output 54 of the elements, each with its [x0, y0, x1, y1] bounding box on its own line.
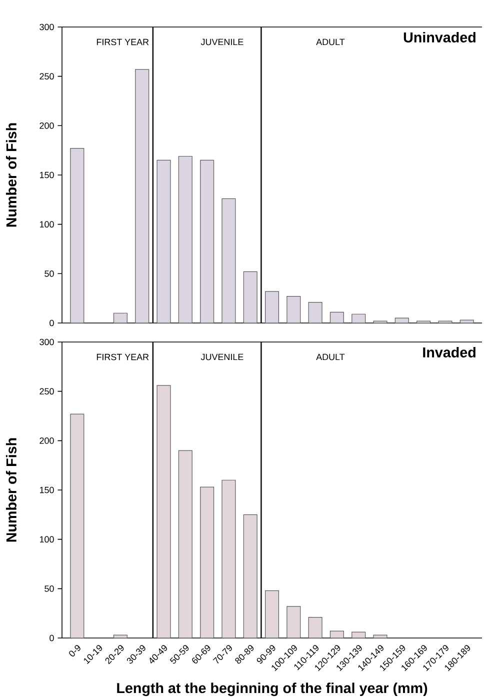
- bar: [200, 160, 214, 324]
- bar: [243, 514, 258, 638]
- chart-title: Invaded: [423, 346, 476, 358]
- bar: [135, 69, 150, 324]
- bar: [394, 318, 409, 324]
- bar: [286, 606, 301, 638]
- y-tick-label: 300: [40, 338, 54, 346]
- y-tick-label: 100: [40, 536, 54, 543]
- y-axis-title: Number of Fish: [6, 123, 16, 227]
- y-tick-label: 50: [44, 270, 54, 277]
- bar: [460, 320, 474, 324]
- bar: [70, 148, 84, 324]
- y-tick-label: 250: [40, 388, 54, 395]
- y-tick-label: 300: [40, 24, 54, 30]
- y-axis-title: Number of Fish: [6, 438, 16, 542]
- bar: [178, 156, 192, 324]
- y-tick-label: 0: [50, 320, 54, 326]
- annotation: ADULT: [316, 354, 345, 360]
- bar: [222, 198, 236, 324]
- bar: [264, 291, 280, 324]
- annotation: FIRST YEAR: [96, 354, 149, 360]
- x-axis-title: Length at the beginning of the final year (mm): [117, 682, 428, 696]
- bar: [352, 314, 366, 324]
- y-tick-label: 150: [40, 172, 54, 178]
- bar: [308, 616, 322, 638]
- bar: [200, 486, 214, 638]
- bar: [308, 302, 322, 324]
- bar: [113, 312, 128, 324]
- annotation: JUVENILE: [200, 38, 244, 46]
- y-tick-label: 150: [40, 486, 54, 494]
- bar: [156, 385, 171, 638]
- annotation: FIRST YEAR: [96, 38, 149, 46]
- bar: [330, 312, 344, 324]
- y-tick-label: 100: [40, 221, 54, 228]
- bar: [70, 414, 84, 638]
- bar: [264, 590, 280, 638]
- y-tick-label: 50: [44, 585, 54, 592]
- bar: [352, 632, 366, 638]
- bar: [222, 480, 236, 638]
- bar: [286, 296, 301, 324]
- bar: [243, 271, 258, 324]
- y-tick-label: 200: [40, 437, 54, 444]
- x-tick-label: 0-9: [69, 645, 80, 656]
- bar: [178, 450, 192, 638]
- bar: [113, 634, 128, 638]
- y-tick-label: 200: [40, 122, 54, 129]
- y-tick-label: 0: [50, 634, 54, 642]
- annotation: JUVENILE: [200, 354, 244, 360]
- bar: [330, 630, 344, 638]
- chart-title: Uninvaded: [404, 32, 476, 42]
- annotation: ADULT: [316, 38, 345, 46]
- y-tick-label: 250: [40, 73, 54, 80]
- bar: [156, 160, 171, 324]
- bar: [373, 634, 388, 638]
